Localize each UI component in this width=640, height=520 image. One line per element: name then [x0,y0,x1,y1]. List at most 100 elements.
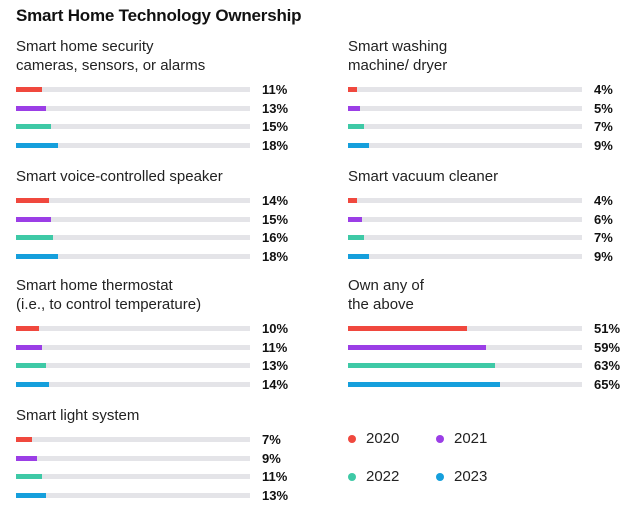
legend-label: 2021 [454,430,488,447]
data-label: 9% [262,450,281,466]
data-label: 9% [594,137,613,153]
bar [16,437,33,442]
bar [16,381,49,387]
data-label: 63% [594,358,621,373]
chart-panel: Smart vacuum cleaner 4% 6% 7% 9% [348,167,628,266]
bar-row: 11% [16,81,296,100]
data-label: 13% [262,487,289,503]
data-label: 14% [262,376,289,392]
bar-track [16,455,250,461]
bar-track [16,344,250,350]
bar-row: 6% [348,211,628,230]
data-label: 65% [594,376,621,392]
chart-panel: Own any of the above 51% 59% 63% 65% [348,276,628,394]
legend-item: 2021 [436,430,487,448]
bar [348,381,501,387]
bar-track [16,235,250,240]
data-label: 4% [594,82,613,97]
bar-track [16,474,250,479]
bar-row: 59% [348,339,628,358]
bar-track [348,87,582,92]
bar-row: 63% [348,357,628,376]
data-label: 4% [594,193,613,208]
panel-title: Smart home thermostat (i.e., to control … [16,277,202,313]
bar [16,455,38,461]
bar-track [348,105,582,111]
data-label: 5% [594,100,613,116]
bar [16,124,52,129]
data-label: 11% [262,469,288,484]
bar-track [16,381,250,387]
chart-panel: Smart light system 7% 9% 11% 13% [16,406,296,505]
bar-track [16,363,250,368]
bar-track [16,216,250,222]
bar-track [348,216,582,222]
bar-track [16,124,250,129]
bar-track [16,253,250,259]
bar-row: 14% [16,192,296,211]
data-label: 16% [262,230,289,245]
bar [16,326,40,331]
bar-track [16,198,250,203]
legend-swatch [348,473,356,481]
bar-track [16,87,250,92]
legend-swatch [348,435,356,443]
chart-panel: Smart washing machine/ dryer 4% 5% 7% 9% [348,37,628,155]
data-label: 18% [262,248,289,264]
legend-swatch [436,473,444,481]
panel-title: Smart home security cameras, sensors, or… [16,38,206,74]
bar [16,363,47,368]
bar-track [348,142,582,148]
legend-label: 2020 [366,430,400,447]
bar [16,492,47,498]
bar [348,326,468,331]
bar-row: 11% [16,339,296,358]
data-label: 14% [262,193,289,208]
bar [16,142,59,148]
data-label: 13% [262,100,289,116]
bar [348,216,363,222]
bar-track [348,326,582,331]
bar [16,105,47,111]
bar-track [16,105,250,111]
data-label: 6% [594,211,613,227]
bar-track [16,437,250,442]
bar-row: 4% [348,192,628,211]
bar [348,87,358,92]
data-label: 11% [262,82,288,97]
data-label: 7% [594,230,613,245]
bar-row: 9% [348,248,628,267]
panel-title: Smart light system [16,407,140,424]
bar-row: 9% [348,137,628,156]
bar-row: 7% [348,229,628,248]
legend-label: 2023 [454,468,488,485]
bar-track [348,344,582,350]
data-label: 10% [262,321,289,336]
bar-track [348,124,582,129]
panel-title: Smart voice-controlled speaker [16,168,223,185]
bar-row: 9% [16,450,296,469]
bar-row: 15% [16,118,296,137]
bar-row: 15% [16,211,296,230]
bar-row: 65% [348,376,628,395]
bar [348,142,370,148]
bar-row: 7% [348,118,628,137]
bar-track [348,198,582,203]
bar [348,198,358,203]
bar-row: 18% [16,248,296,267]
bar-row: 16% [16,229,296,248]
bar-row: 4% [348,81,628,100]
legend-item: 2023 [436,468,487,486]
bar [16,474,42,479]
bar-track [348,381,582,387]
bar-track [16,142,250,148]
bar [348,105,360,111]
bar-row: 5% [348,100,628,119]
bar [348,124,365,129]
bar [16,235,54,240]
bar-row: 13% [16,357,296,376]
legend-item: 2022 [348,468,399,486]
chart-panel: Smart home thermostat (i.e., to control … [16,276,296,394]
bar-track [16,492,250,498]
data-label: 18% [262,137,289,153]
